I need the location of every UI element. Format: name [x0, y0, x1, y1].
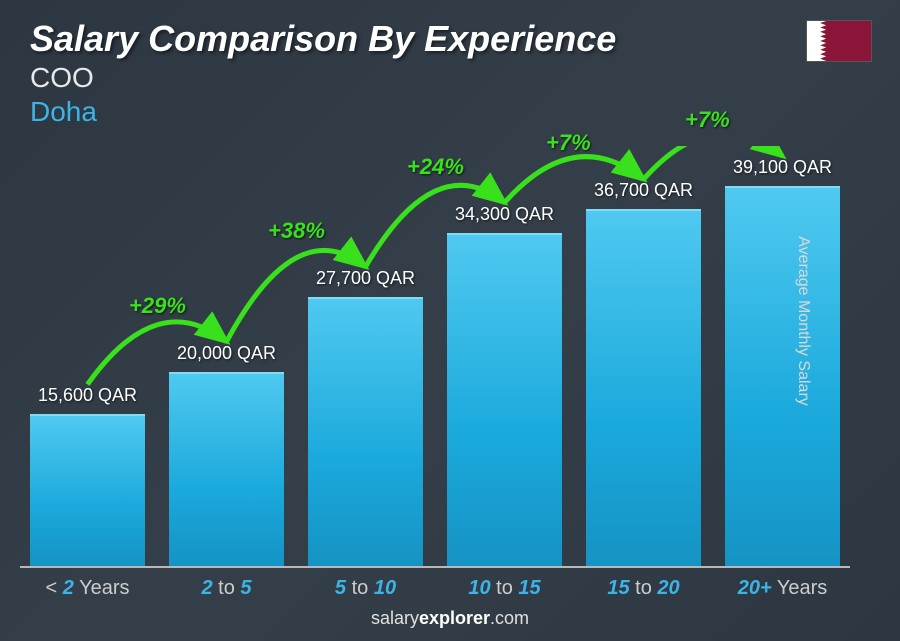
bar-value-label: 27,700 QAR: [316, 268, 415, 289]
bar-value-label: 15,600 QAR: [38, 385, 137, 406]
bar: [586, 209, 701, 566]
bar-category-label: 2 to 5: [201, 577, 251, 600]
subtitle-role: COO: [30, 62, 870, 94]
header: Salary Comparison By Experience COO Doha: [30, 18, 870, 128]
bar-category-label: 5 to 10: [335, 577, 396, 600]
yaxis-label: Average Monthly Salary: [794, 236, 812, 406]
pct-badge: +7%: [546, 130, 591, 156]
bar-chart: 15,600 QAR< 2 Years20,000 QAR2 to 527,70…: [30, 146, 840, 566]
bar-wrap: 36,700 QAR15 to 20: [586, 180, 701, 566]
footer-bold: explorer: [419, 608, 490, 628]
bar-category-label: 20+ Years: [738, 577, 828, 600]
pct-badge: +38%: [268, 218, 325, 244]
country-flag-icon: [806, 20, 872, 62]
chart-baseline: [20, 566, 850, 568]
bar-wrap: 34,300 QAR10 to 15: [447, 204, 562, 566]
flag-maroon-part: [826, 21, 871, 61]
footer-prefix: salary: [371, 608, 419, 628]
bar-wrap: 20,000 QAR2 to 5: [169, 343, 284, 566]
bar-wrap: 15,600 QAR< 2 Years: [30, 385, 145, 566]
pct-badge: +29%: [129, 293, 186, 319]
page-title: Salary Comparison By Experience: [30, 18, 870, 60]
bar-category-label: 10 to 15: [468, 577, 540, 600]
bar-category-label: 15 to 20: [607, 577, 679, 600]
bar-value-label: 34,300 QAR: [455, 204, 554, 225]
bar-wrap: 27,700 QAR5 to 10: [308, 268, 423, 566]
bar-category-label: < 2 Years: [46, 577, 130, 600]
bar-value-label: 20,000 QAR: [177, 343, 276, 364]
bar: [725, 186, 840, 566]
subtitle-location: Doha: [30, 96, 870, 128]
bar: [308, 297, 423, 566]
footer-suffix: .com: [490, 608, 529, 628]
bar-value-label: 36,700 QAR: [594, 180, 693, 201]
bar: [30, 414, 145, 566]
bar: [447, 233, 562, 566]
pct-badge: +24%: [407, 154, 464, 180]
footer-attribution: salaryexplorer.com: [0, 608, 900, 629]
bar-value-label: 39,100 QAR: [733, 157, 832, 178]
pct-badge: +7%: [685, 107, 730, 133]
bar-wrap: 39,100 QAR20+ Years: [725, 157, 840, 566]
bar: [169, 372, 284, 566]
